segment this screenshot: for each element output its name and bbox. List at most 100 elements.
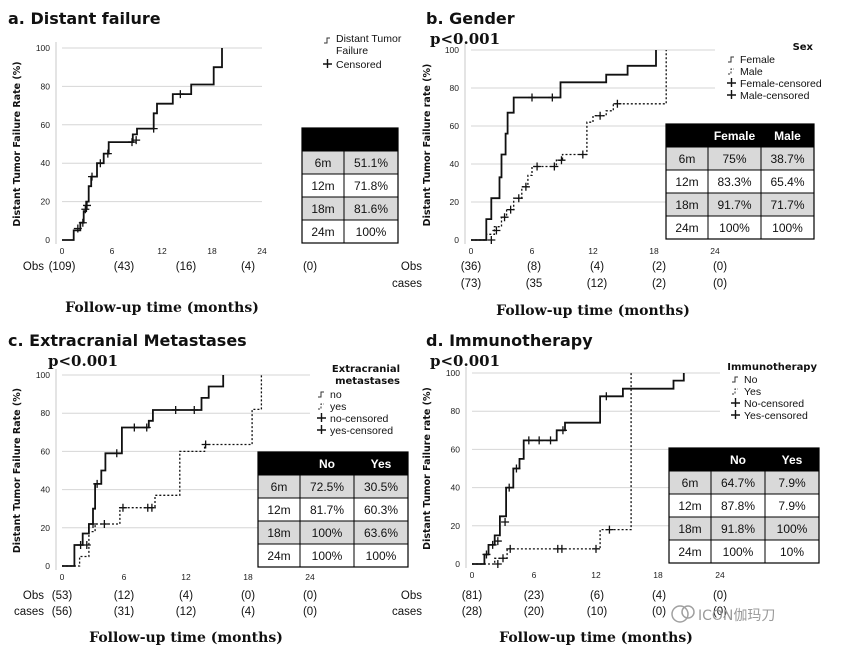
- risk-count: (4): [590, 261, 604, 273]
- series-line-0: [62, 375, 225, 567]
- table-header: Male: [774, 129, 801, 143]
- y-tick-label: 0: [45, 235, 50, 245]
- watermark-logo-icon-2: [681, 605, 695, 619]
- table-cell: 65.4%: [770, 175, 804, 189]
- legend-label: yes: [330, 401, 346, 413]
- table-cell: 100%: [356, 225, 387, 239]
- x-tick-label: 0: [470, 570, 475, 580]
- legend-line-icon: [324, 37, 330, 44]
- censor-mark: [112, 449, 121, 458]
- table-cell: 38.7%: [770, 152, 804, 166]
- risk-count: (0): [713, 278, 727, 290]
- y-tick-label: 100: [445, 45, 459, 55]
- risk-count: (4): [241, 261, 255, 273]
- censor-mark: [557, 156, 566, 165]
- risk-count: (53): [52, 590, 73, 602]
- legend-title: Extracranial: [332, 364, 400, 375]
- censor-mark: [558, 426, 567, 435]
- censor-mark: [82, 540, 91, 549]
- legend-label-cont: Failure: [336, 45, 368, 57]
- table-cell: 75%: [722, 152, 746, 166]
- risk-count: (0): [652, 606, 666, 618]
- censor-mark: [142, 423, 151, 432]
- table-cell: 71.8%: [354, 179, 388, 193]
- panel-0: a. Distant failure 0 20 40 60 80 100 0 6 12 18 24 Di…: [8, 9, 402, 316]
- table-cell: 24m: [678, 545, 701, 559]
- risk-row-label: cases: [14, 606, 44, 618]
- table-cell: 12m: [675, 175, 698, 189]
- table-header-bg: [302, 128, 398, 151]
- x-tick-label: 12: [588, 246, 598, 256]
- risk-count: (4): [179, 590, 193, 602]
- x-tick-label: 6: [532, 570, 537, 580]
- y-tick-label: 20: [41, 197, 51, 207]
- x-tick-label: 12: [157, 246, 167, 256]
- table-cell: 60.3%: [364, 503, 398, 517]
- legend-label: Yes-censored: [744, 410, 808, 422]
- censor-mark: [578, 150, 587, 159]
- panel-1: b. Gender p<0.001 0 20 40 60 80 100 0 6 12 18 24 Dist…: [392, 9, 822, 319]
- series-line-1: [62, 375, 263, 567]
- risk-row-label: cases: [392, 278, 422, 290]
- censor-mark: [132, 136, 141, 145]
- legend-label: No-censored: [744, 398, 804, 410]
- table-cell: 51.1%: [354, 156, 388, 170]
- panel-title: d. Immunotherapy: [426, 331, 593, 350]
- table-cell: 12m: [311, 179, 334, 193]
- legend-label: no-censored: [330, 413, 389, 425]
- table-cell: 100%: [723, 545, 754, 559]
- y-tick-label: 60: [451, 444, 461, 454]
- panel-title: a. Distant failure: [8, 9, 161, 28]
- censor-mark: [550, 162, 559, 171]
- legend-label: Male-censored: [740, 90, 810, 102]
- censor-mark: [93, 479, 102, 488]
- table-header-bg: [666, 124, 814, 147]
- table-border: [257, 451, 409, 568]
- x-tick-label: 24: [305, 572, 315, 582]
- censor-mark: [548, 93, 557, 102]
- table-cell: 12m: [678, 499, 701, 513]
- legend-line-icon: [728, 68, 734, 75]
- risk-count: (16): [176, 261, 197, 273]
- table-header: Female: [714, 129, 756, 143]
- legend-title-cont: metastases: [335, 376, 400, 387]
- x-tick-label: 18: [207, 246, 217, 256]
- censor-mark: [521, 182, 530, 191]
- risk-count: (43): [114, 261, 135, 273]
- table-cell: 100%: [772, 221, 803, 235]
- censor-mark: [492, 226, 501, 235]
- p-value: p<0.001: [430, 30, 500, 48]
- legend-line-icon: [732, 388, 738, 395]
- censor-mark: [505, 483, 514, 492]
- table-cell: 24m: [311, 225, 334, 239]
- risk-count: (0): [303, 590, 317, 602]
- censor-mark: [613, 99, 622, 108]
- table-cell: 81.6%: [354, 202, 388, 216]
- table-cell: 6m: [679, 152, 696, 166]
- table-cell: 18m: [267, 526, 290, 540]
- table-header: Yes: [371, 457, 392, 471]
- censor-mark: [499, 554, 507, 563]
- table-border: [301, 127, 399, 244]
- censor-mark: [100, 519, 109, 528]
- table-cell: 18m: [678, 522, 701, 536]
- series-line-0: [62, 48, 223, 241]
- y-tick-label: 100: [36, 370, 50, 380]
- legend-label: Censored: [336, 59, 382, 71]
- censor-mark: [493, 537, 502, 546]
- censor-mark: [176, 90, 185, 99]
- legend-line-icon: [318, 403, 324, 410]
- table-header-bg: [258, 452, 408, 475]
- table-cell: 24m: [675, 221, 698, 235]
- censor-mark: [488, 540, 497, 549]
- risk-count: (81): [462, 590, 483, 602]
- x-tick-label: 24: [715, 570, 725, 580]
- risk-count: (56): [52, 606, 73, 618]
- censor-mark: [524, 436, 533, 445]
- x-tick-label: 6: [530, 246, 535, 256]
- risk-count: (109): [49, 261, 76, 273]
- x-axis-label: Follow-up time (months): [499, 630, 693, 646]
- y-tick-label: 20: [451, 521, 461, 531]
- censor-mark: [78, 218, 87, 227]
- legend-line-icon: [318, 391, 324, 398]
